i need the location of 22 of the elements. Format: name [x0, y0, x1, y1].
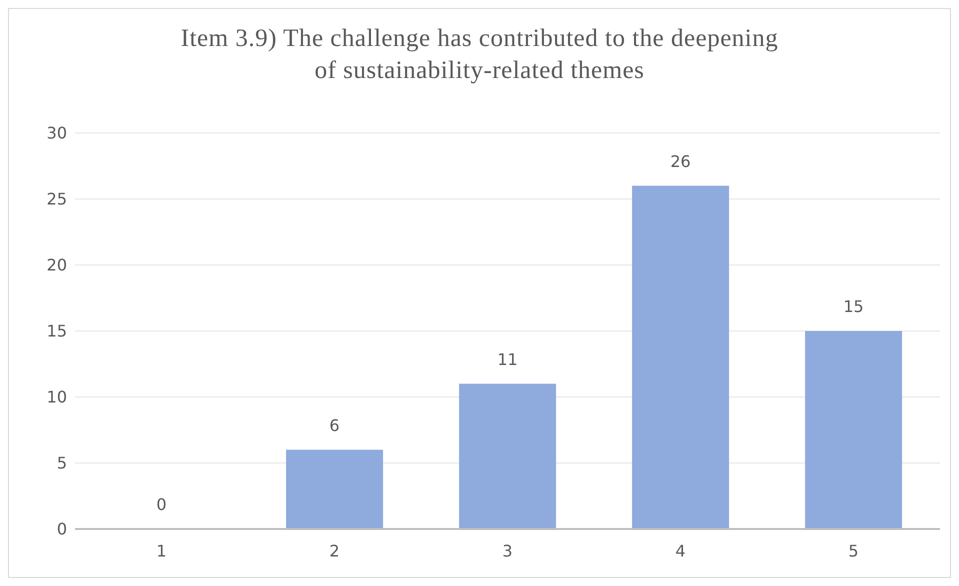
data-label: 6: [328, 416, 341, 435]
data-label: 26: [669, 152, 692, 171]
bar: [805, 331, 902, 529]
x-tick-label: 1: [156, 541, 167, 560]
bar: [632, 186, 730, 529]
x-tick-label: 5: [848, 541, 859, 560]
y-tick-label: 10: [46, 388, 67, 407]
data-label: 15: [842, 297, 865, 316]
y-tick-label: 5: [56, 454, 67, 473]
y-tick-label: 30: [46, 124, 67, 143]
bar: [459, 384, 556, 529]
x-tick-label: 4: [675, 541, 686, 560]
y-tick-label: 15: [46, 322, 67, 341]
bar: [286, 450, 384, 529]
data-label: 11: [496, 350, 519, 369]
x-tick-label: 3: [502, 541, 513, 560]
y-tick-label: 25: [46, 190, 67, 209]
chart-title: Item 3.9) The challenge has contributed to the deepening of sustainability-related themes: [180, 24, 780, 86]
y-tick-label: 0: [56, 520, 67, 539]
x-tick-label: 2: [329, 541, 340, 560]
data-label: 0: [155, 495, 168, 514]
y-tick-label: 20: [46, 256, 67, 275]
